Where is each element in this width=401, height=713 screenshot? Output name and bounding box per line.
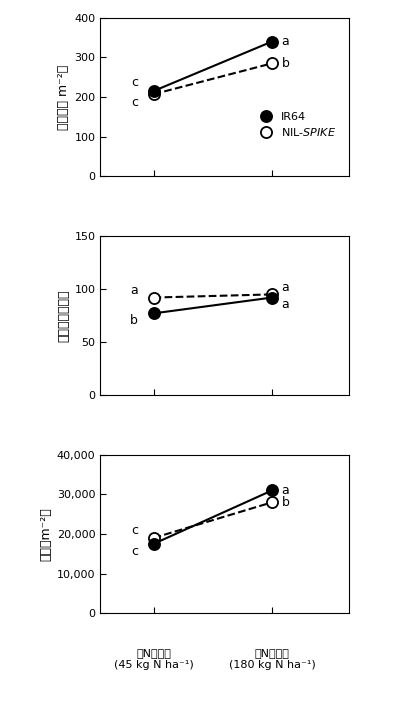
Text: c: c [131,524,138,537]
Y-axis label: 籍数（m⁻²）: 籍数（m⁻²） [40,507,53,561]
Text: a: a [282,484,289,497]
Text: 高N施肘区
(180 kg N ha⁻¹): 高N施肘区 (180 kg N ha⁻¹) [229,648,315,670]
Text: c: c [131,96,138,109]
Text: a: a [282,298,289,311]
Y-axis label: 一穂籍数（粒）: 一穂籍数（粒） [57,289,70,342]
Text: b: b [282,496,289,509]
Text: 低N施肘区
(45 kg N ha⁻¹): 低N施肘区 (45 kg N ha⁻¹) [113,648,193,670]
Text: a: a [282,35,289,48]
Text: a: a [130,284,138,297]
Legend: IR64, NIL-$\it{SPIKE}$: IR64, NIL-$\it{SPIKE}$ [250,108,341,142]
Y-axis label: 穂数（本 m⁻²）: 穂数（本 m⁻²） [57,64,70,130]
Text: c: c [131,545,138,558]
Text: b: b [130,314,138,327]
Text: c: c [131,76,138,89]
Text: b: b [282,57,289,70]
Text: a: a [282,281,289,294]
